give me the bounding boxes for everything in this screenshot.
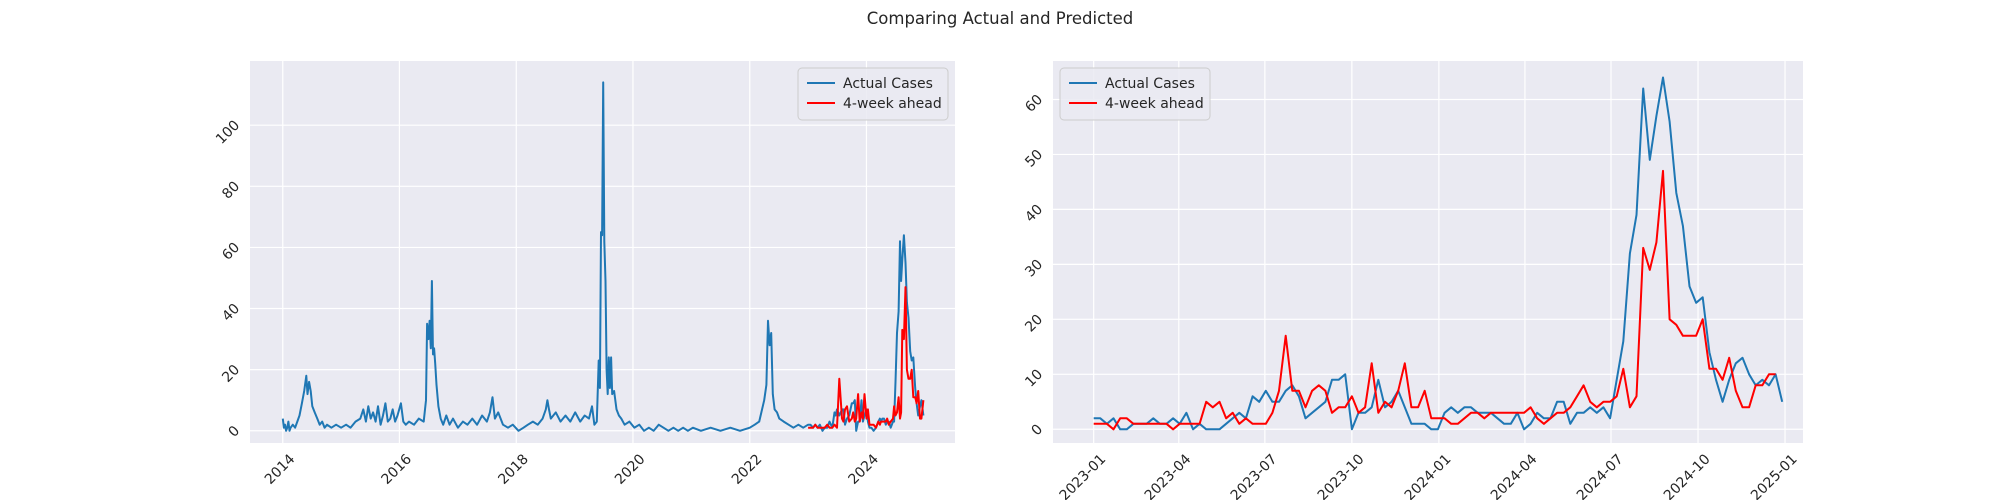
charts-container: 2014 2016 2018 2020 2022 2024020406080100Actu… [213,61,1803,500]
x-tick-label: 2022 [729,451,766,488]
y-tick-label: 60 [1022,92,1046,116]
legend-right: Actual Cases 4-week ahead [1059,67,1211,121]
x-tick-label: 2024-10 [1661,451,1714,500]
plot-area-right [1053,61,1803,443]
x-tick-label: 2023-10 [1315,451,1368,500]
x-tick-label: 2024-07 [1574,451,1627,500]
x-tick-label: 2018 [495,451,532,488]
series-line-four-week-ahead [1093,169,1776,431]
y-tick-label: 80 [219,179,243,203]
legend-left: Actual Cases 4-week ahead [797,67,949,121]
y-tick-label: 10 [1022,367,1046,391]
y-tick-label: 20 [219,362,243,386]
x-tick-label: 2024-01 [1402,451,1455,500]
chart-left: 2014 2016 2018 2020 2022 2024 0 20 40 60 80 100 Actu… [213,61,955,488]
y-tick-label: 40 [219,301,243,325]
figure-title: Comparing Actual and Predicted [867,9,1134,28]
y-tick-label: 0 [226,423,244,441]
x-tick-label: 2024-04 [1488,451,1541,500]
x-tick-label: 2025-01 [1748,451,1801,500]
y-tick-label: 0 [1029,421,1047,439]
legend-label: 4-week ahead [843,96,942,112]
x-tick-label: 2014 [262,451,299,488]
legend-box [797,67,949,121]
y-tick-label: 40 [1022,202,1046,226]
x-tick-label: 2020 [612,451,649,488]
y-tick-label: 20 [1022,312,1046,336]
x-tick-label: 2023-07 [1228,451,1281,500]
y-tick-label: 60 [219,240,243,264]
y-tick-label: 100 [213,117,243,147]
series-line-four-week-ahead [808,286,925,429]
legend-box [1059,67,1211,121]
x-tick-label: 2024 [846,451,883,488]
x-tick-label: 2023-01 [1057,451,1110,500]
legend-label: Actual Cases [843,76,933,92]
x-tick-label: 2016 [379,451,416,488]
y-tick-label: 30 [1022,257,1046,281]
y-tick-label: 50 [1022,147,1046,171]
legend-label: Actual Cases [1105,76,1195,92]
x-tick-label: 2023-04 [1142,451,1195,500]
series-line-actual-cases [1093,76,1784,431]
chart-right: 2023-01 2023-04 2023-07 2023-10 2024-01 2024-… [1022,61,1803,500]
legend-label: 4-week ahead [1105,96,1204,112]
